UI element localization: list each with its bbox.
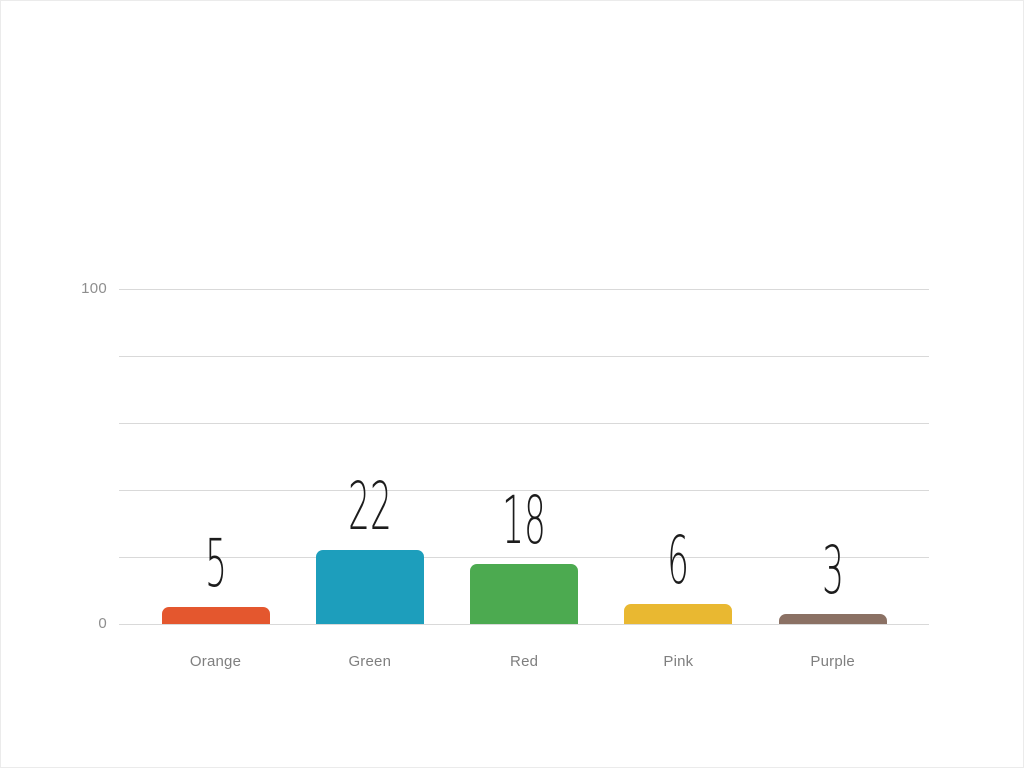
gridline bbox=[119, 356, 929, 357]
gridline bbox=[119, 624, 929, 625]
bar-value-label: 3 bbox=[821, 531, 844, 609]
bar-pink bbox=[624, 603, 733, 624]
bar-value-label: 5 bbox=[204, 525, 227, 603]
y-tick-label: 100 bbox=[81, 280, 107, 297]
y-tick-label: 0 bbox=[98, 615, 107, 632]
bar-value-label: 18 bbox=[502, 481, 546, 559]
gridline bbox=[119, 423, 929, 424]
x-axis-label-green: Green bbox=[348, 653, 392, 670]
bar-value-label: 22 bbox=[347, 468, 392, 546]
gridline bbox=[119, 490, 929, 491]
gridline bbox=[119, 557, 929, 558]
bar-purple bbox=[778, 613, 887, 624]
x-axis-label-pink: Pink bbox=[663, 653, 694, 670]
x-axis-label-purple: Purple bbox=[810, 653, 855, 670]
x-axis-label-orange: Orange bbox=[189, 653, 242, 670]
bar-green bbox=[315, 550, 424, 624]
x-axis-label-red: Red bbox=[510, 653, 539, 670]
bar-value-label: 6 bbox=[667, 521, 690, 599]
bar-orange bbox=[161, 607, 270, 624]
bar-red bbox=[470, 563, 579, 624]
gridline bbox=[119, 289, 929, 290]
